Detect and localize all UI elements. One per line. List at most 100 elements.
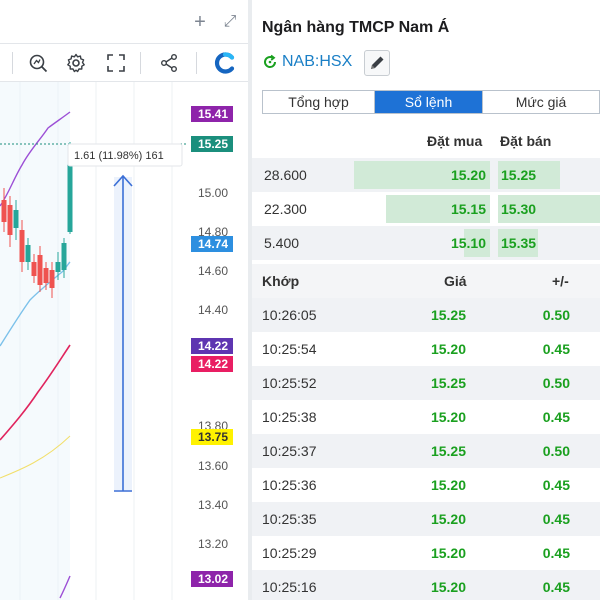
trade-row: 10:25:38 15.20 0.45 [252, 400, 600, 434]
measure-arrowhead [113, 174, 133, 187]
tab-bar: Tổng hợp Sổ lệnh Mức giá [262, 90, 600, 114]
bid-depth-bar [386, 195, 490, 223]
price-badge [191, 338, 233, 354]
stock-panel: Ngân hàng TMCP Nam Á NAB:HSX Tổng hợp Sổ… [252, 0, 600, 600]
trade-price: 15.20 [430, 545, 466, 561]
ticker-symbol[interactable]: NAB:HSX [282, 53, 353, 70]
trade-row: 10:25:36 15.20 0.45 [252, 468, 600, 502]
pencil-icon [371, 56, 384, 69]
bid-price[interactable]: 15.15 [450, 201, 486, 217]
price-header: Giá [444, 273, 467, 289]
price-axis-label: 14.80 [198, 225, 228, 239]
orderbook-row[interactable]: 5.400 15.10 15.35 [252, 226, 600, 260]
edit-button[interactable] [364, 50, 390, 76]
candle-body [25, 245, 31, 262]
bid-price[interactable]: 15.10 [450, 235, 486, 251]
trade-row: 10:25:52 15.25 0.50 [252, 366, 600, 400]
trade-change: 0.50 [542, 307, 570, 323]
trade-time: 10:25:54 [262, 341, 317, 357]
candle-body [55, 262, 61, 272]
stock-name: Ngân hàng TMCP Nam Á [262, 19, 450, 36]
candle-body [19, 230, 25, 262]
trade-price: 15.25 [430, 443, 466, 459]
orderbook-row[interactable]: 28.600 15.20 15.25 [252, 158, 600, 192]
chart-toolbar [0, 44, 248, 82]
trade-row: 10:25:16 15.20 0.45 [252, 570, 600, 600]
candle-body [31, 262, 37, 276]
share-icon[interactable] [158, 52, 180, 74]
trade-price: 15.20 [430, 511, 466, 527]
bid-depth-bar [354, 161, 490, 189]
upper-band-line-lower [59, 575, 71, 599]
trades-header: Khớp Giá +/- [252, 264, 600, 298]
trade-time: 10:25:38 [262, 409, 317, 425]
trade-row: 10:25:35 15.20 0.45 [252, 502, 600, 536]
tab-tong-hop[interactable]: Tổng hợp [263, 91, 375, 113]
ask-header: Đặt bán [500, 133, 552, 149]
ask-price[interactable]: 15.35 [501, 235, 537, 251]
time-header: Khớp [262, 273, 300, 289]
ma-line [0, 261, 71, 347]
ask-price[interactable]: 15.30 [501, 201, 537, 217]
orderbook-volume: 5.400 [264, 235, 300, 251]
tab-muc-gia[interactable]: Mức giá [483, 91, 599, 113]
trade-time: 10:25:36 [262, 477, 317, 493]
toolbar-divider [12, 52, 13, 74]
price-axis-label: 13.20 [198, 537, 228, 551]
price-axis-label: 13.40 [198, 498, 228, 512]
price-badge [191, 106, 233, 122]
upper-band-line [0, 111, 71, 207]
trade-row: 10:25:54 15.20 0.45 [252, 332, 600, 366]
candle-body [67, 145, 73, 232]
fullscreen-icon[interactable] [105, 52, 127, 74]
search-chart-icon[interactable] [27, 52, 49, 74]
orderbook-volume: 22.300 [264, 201, 307, 217]
trade-change: 0.45 [542, 477, 570, 493]
price-axis-label: 13.75 [198, 430, 228, 444]
trade-price: 15.20 [430, 409, 466, 425]
price-badge [191, 429, 233, 445]
trade-price: 15.20 [430, 579, 466, 595]
trade-change: 0.50 [542, 375, 570, 391]
ask-price[interactable]: 15.25 [501, 167, 537, 183]
trade-change: 0.45 [542, 341, 570, 357]
candle-body [13, 210, 19, 228]
logo-icon[interactable] [213, 51, 237, 75]
trade-time: 10:25:52 [262, 375, 317, 391]
candle-body [7, 205, 13, 235]
chart-panel[interactable]: + ⤢ [0, 0, 248, 600]
panel-divider[interactable] [248, 0, 252, 600]
measure-label: 1.61 (11.98%) 161 [74, 150, 164, 162]
price-axis-label: 14.22 [198, 339, 228, 353]
ask-depth-bar [498, 195, 600, 223]
trade-price: 15.20 [430, 477, 466, 493]
price-axis-label: 15.41 [198, 107, 228, 121]
ticker[interactable]: NAB:HSX [262, 50, 352, 74]
price-axis-label: 13.02 [198, 572, 228, 586]
price-badge [191, 356, 233, 372]
orderbook-row[interactable]: 22.300 15.15 15.30 [252, 192, 600, 226]
expand-icon[interactable]: ⤢ [223, 13, 237, 30]
price-chart[interactable]: 1.61 (11.98%) 161 15.4115.2515.0014.8014… [0, 82, 248, 600]
trade-time: 10:26:05 [262, 307, 317, 323]
bid-price[interactable]: 15.20 [450, 167, 486, 183]
price-axis-label: 14.60 [198, 264, 228, 278]
price-axis-label: 15.00 [198, 186, 228, 200]
lower-band-line [0, 344, 71, 441]
ask-depth-bar [498, 229, 538, 257]
add-chart-button[interactable]: + [194, 11, 206, 33]
trade-change: 0.45 [542, 545, 570, 561]
candles [1, 142, 73, 298]
gear-icon[interactable] [65, 52, 87, 74]
tab-so-lenh[interactable]: Sổ lệnh [375, 91, 483, 113]
trade-change: 0.45 [542, 511, 570, 527]
trade-time: 10:25:29 [262, 545, 317, 561]
range-shade [0, 82, 70, 600]
candle-body [43, 268, 49, 283]
price-axis-label: 13.60 [198, 459, 228, 473]
trade-row: 10:25:29 15.20 0.45 [252, 536, 600, 570]
candle-body [1, 200, 7, 222]
chart-titlebar: + ⤢ [0, 0, 248, 44]
candle-body [49, 270, 55, 288]
